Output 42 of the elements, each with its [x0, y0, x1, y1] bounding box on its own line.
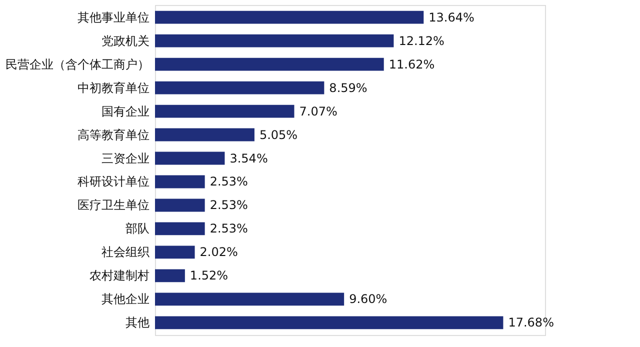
bar — [155, 175, 205, 188]
data-label: 2.02% — [200, 245, 238, 260]
y-tick-label: 党政机关 — [102, 34, 150, 48]
data-label: 9.60% — [349, 292, 388, 306]
data-label: 2.53% — [210, 222, 248, 236]
y-tick-label: 医疗卫生单位 — [78, 198, 150, 212]
y-tick-label: 国有企业 — [102, 104, 150, 118]
y-tick-label: 其他企业 — [102, 292, 150, 306]
data-label: 3.54% — [230, 151, 268, 166]
bar — [155, 58, 384, 71]
bar — [155, 10, 424, 24]
bar — [155, 222, 205, 236]
y-tick-label: 农村建制村 — [90, 268, 150, 283]
y-tick-label: 三资企业 — [102, 151, 150, 166]
y-tick-label: 高等教育单位 — [78, 128, 150, 142]
data-label: 11.62% — [388, 57, 435, 72]
y-tick-label: 其他事业单位 — [78, 10, 150, 24]
y-tick-label: 部队 — [126, 222, 150, 236]
data-label: 2.53% — [210, 198, 248, 212]
data-label: 2.53% — [210, 174, 248, 189]
bar — [155, 246, 195, 259]
bar — [155, 198, 205, 212]
bar — [155, 34, 394, 48]
bar — [155, 128, 254, 142]
bar — [155, 81, 324, 94]
bar — [155, 269, 185, 282]
bar — [155, 152, 225, 165]
data-label: 5.05% — [259, 128, 298, 142]
data-label: 1.52% — [190, 268, 228, 283]
data-label: 7.07% — [299, 104, 338, 118]
data-label: 8.59% — [329, 80, 368, 95]
bar — [155, 316, 504, 330]
bar — [155, 292, 344, 306]
data-label: 17.68% — [508, 316, 554, 330]
y-tick-label: 中初教育单位 — [78, 80, 150, 95]
data-label: 13.64% — [428, 10, 474, 24]
y-tick-label: 其他 — [126, 316, 150, 330]
y-tick-label: 民营企业（含个体工商户） — [6, 57, 150, 72]
bar — [155, 104, 294, 118]
y-tick-label: 社会组织 — [102, 245, 150, 260]
y-tick-label: 科研设计单位 — [78, 174, 150, 189]
data-label: 12.12% — [398, 34, 444, 48]
